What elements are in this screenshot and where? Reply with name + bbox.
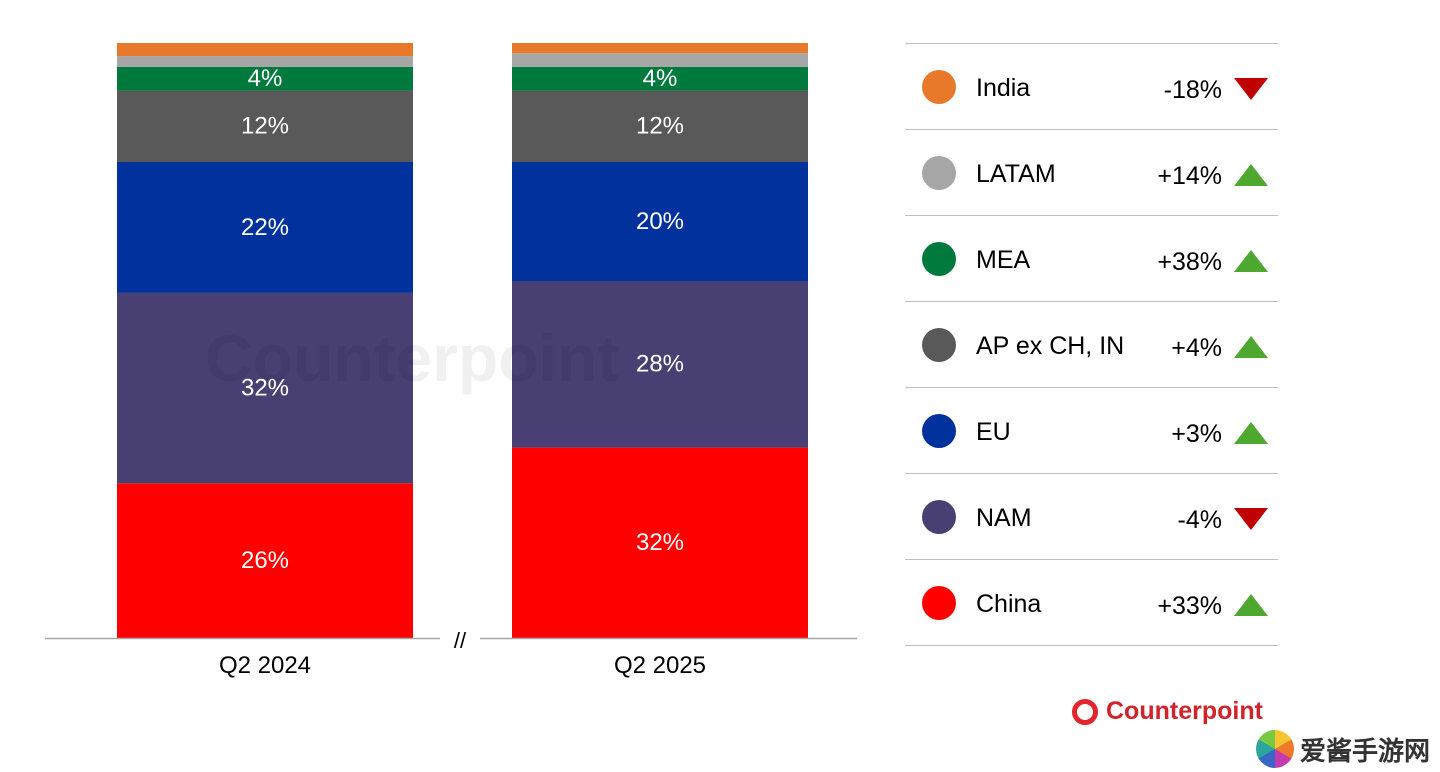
growth-value: +4% [1171,334,1222,362]
bar-segment-mea [512,66,808,91]
legend-item: MEA +38% [905,215,1278,301]
axis-break: // [454,628,467,653]
legend-swatch [922,500,956,534]
triangle-up-icon [1234,250,1268,272]
legend-swatch [922,242,956,276]
data-label: 32% [241,374,289,401]
legend-item: NAM -4% [905,473,1278,559]
bar-segment-china [117,483,413,638]
data-label: 12% [241,113,289,140]
legend-label: LATAM [976,160,1056,188]
data-label: 22% [241,214,289,241]
legend-label: China [976,590,1042,618]
flower-logo-icon [1256,730,1294,768]
legend-item: AP ex CH, IN +4% [905,301,1278,387]
growth-value: +14% [1157,162,1222,190]
growth-value: +33% [1157,592,1222,620]
watermark: Counterpoint [205,321,620,395]
bar-segment-nam [117,292,413,484]
legend-item: China +33% [905,559,1278,646]
data-label: 26% [241,547,289,574]
counterpoint-logo-icon [1072,698,1098,725]
x-tick-label: Q2 2025 [614,652,706,679]
triangle-down-icon [1234,78,1268,100]
bar-segment-ap-ex-ch-in [117,90,413,162]
stacked-bar-chart: 26% 32% 22% 12% 4% Q2 2024 32% 28% 20% 12% 4% Q2 20… [45,43,857,679]
bar-segment-latam [512,53,808,67]
bar-segment-eu [117,162,413,293]
legend-item: LATAM +14% [905,129,1278,215]
bar-segment-ap-ex-ch-in [512,90,808,162]
legend-swatch [922,328,956,362]
bar-segment-eu [512,162,808,281]
legend-swatch [922,156,956,190]
data-label: 4% [643,65,678,92]
legend-swatch [922,586,956,620]
legend: India -18% LATAM +14% MEA +38% AP ex CH, IN +4%… [905,43,1278,646]
data-label: 12% [636,113,684,140]
legend-label: India [976,74,1031,102]
growth-value: -18% [1163,76,1222,104]
legend-label: AP ex CH, IN [976,332,1125,360]
bar-segment-mea [117,66,413,91]
legend-swatch [922,70,956,104]
triangle-down-icon [1234,508,1268,530]
triangle-up-icon [1234,164,1268,186]
legend-item: India -18% [905,43,1278,129]
bar-segment-nam [512,281,808,448]
bar-segment-china [512,447,808,638]
counterpoint-logo: Counterpoint [1072,697,1263,726]
data-label: 28% [636,351,684,378]
bar-segment-india [117,43,413,57]
legend-item: EU +3% [905,387,1278,473]
data-label: 4% [248,65,283,92]
legend-swatch [922,414,956,448]
data-label: 32% [636,529,684,556]
triangle-up-icon [1234,594,1268,616]
legend-label: MEA [976,246,1031,274]
data-label: 20% [636,208,684,235]
triangle-up-icon [1234,336,1268,358]
legend-label: NAM [976,504,1032,532]
site-watermark: 爱酱手游网 [1256,730,1430,768]
growth-value: +38% [1157,248,1222,276]
bar-segment-india [512,43,808,54]
growth-value: +3% [1171,420,1222,448]
triangle-up-icon [1234,422,1268,444]
bar-segment-latam [117,56,413,67]
x-tick-label: Q2 2024 [219,652,311,679]
legend-label: EU [976,418,1011,446]
growth-value: -4% [1177,506,1222,534]
